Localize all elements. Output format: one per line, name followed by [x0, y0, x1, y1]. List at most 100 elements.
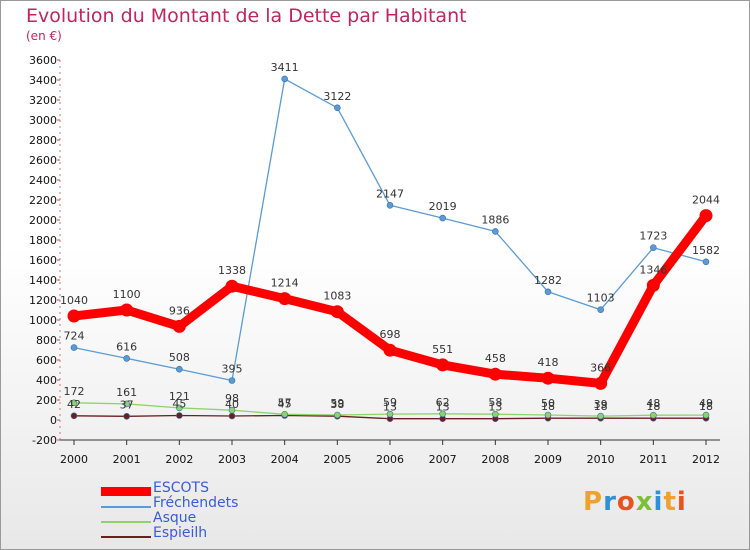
data-point	[597, 306, 604, 314]
chart-title: Evolution du Montant de la Dette par Hab…	[26, 5, 467, 27]
x-tick-label: 2007	[429, 453, 457, 466]
legend-swatch	[101, 521, 151, 523]
series-escots	[67, 209, 713, 390]
data-label: 50	[541, 397, 555, 410]
data-label: 2147	[376, 187, 404, 200]
data-label: 48	[646, 397, 660, 410]
data-point	[439, 214, 446, 222]
data-label: 13	[488, 401, 502, 414]
data-point	[597, 412, 604, 420]
data-label: 2044	[692, 194, 720, 207]
data-point	[544, 411, 552, 419]
data-label: 508	[169, 351, 190, 364]
x-tick-label: 2011	[639, 453, 667, 466]
y-tick-label: 600	[36, 354, 57, 367]
data-label: 1103	[587, 292, 615, 305]
data-point	[120, 303, 134, 317]
y-tick-label: 3400	[29, 74, 57, 87]
x-tick-label: 2012	[692, 453, 720, 466]
data-point	[650, 411, 657, 419]
data-label: 1100	[113, 288, 141, 301]
legend-label: Asque	[153, 510, 197, 526]
x-tick-label: 2000	[60, 453, 88, 466]
data-label: 40	[225, 398, 239, 411]
data-label: 3122	[323, 90, 351, 103]
y-tick-label: 200	[36, 394, 57, 407]
y-tick-label: -200	[32, 434, 57, 447]
data-label: 161	[116, 386, 137, 399]
data-point	[67, 309, 81, 323]
data-point	[544, 288, 552, 296]
x-tick-label: 2003	[218, 453, 246, 466]
logo-letter: o	[616, 487, 636, 517]
data-point	[228, 406, 236, 414]
data-point	[228, 412, 236, 420]
y-tick-label: 3600	[29, 54, 57, 67]
data-point	[702, 411, 710, 419]
data-label: 1346	[639, 263, 667, 276]
data-point	[176, 412, 183, 419]
data-point	[699, 209, 713, 223]
legend-swatch	[101, 506, 151, 508]
logo-letter: x	[635, 487, 654, 517]
data-label: 45	[172, 398, 186, 411]
y-tick-label: 1400	[29, 274, 57, 287]
data-point	[439, 410, 446, 418]
data-point	[70, 412, 78, 420]
x-tick-label: 2006	[376, 453, 404, 466]
data-label: 13	[383, 401, 397, 414]
x-tick-label: 2010	[587, 453, 615, 466]
data-label: 121	[169, 390, 190, 403]
logo-letter: t	[663, 487, 677, 517]
data-point	[278, 292, 292, 306]
data-label: 45	[278, 398, 292, 411]
y-tick-label: 2800	[29, 134, 57, 147]
data-point	[228, 377, 236, 384]
data-point	[386, 202, 394, 209]
data-point	[123, 400, 130, 408]
data-point	[488, 367, 502, 381]
data-label: 42	[67, 398, 81, 411]
data-label: 58	[488, 396, 502, 409]
series-frechendets	[70, 75, 710, 384]
data-label: 418	[538, 356, 559, 369]
data-label: 551	[432, 343, 453, 356]
data-point	[436, 358, 450, 372]
y-tick-label: 800	[36, 334, 57, 347]
data-label: 724	[64, 330, 85, 343]
data-label: 1723	[639, 230, 667, 243]
data-label: 18	[594, 400, 608, 413]
data-point	[594, 376, 608, 390]
data-label: 1282	[534, 274, 562, 287]
data-point	[281, 75, 288, 83]
data-label: 1582	[692, 244, 720, 257]
data-point	[70, 344, 78, 351]
data-point	[492, 228, 499, 235]
data-label: 59	[383, 396, 397, 409]
proxiti-logo: Proxiti	[583, 487, 687, 517]
legend-label: Espieilh	[153, 525, 208, 541]
data-label: 18	[699, 400, 713, 413]
data-label: 37	[120, 398, 134, 411]
legend-label: ESCOTS	[153, 480, 209, 496]
logo-letter: P	[583, 487, 604, 517]
data-label: 13	[436, 401, 450, 414]
data-point	[330, 305, 344, 319]
y-tick-label: 0	[50, 414, 57, 427]
x-tick-label: 2008	[481, 453, 509, 466]
legend-swatch	[101, 487, 151, 496]
data-label: 936	[169, 304, 190, 317]
chart-unit: (en €)	[26, 29, 62, 43]
y-tick-label: 2400	[29, 174, 57, 187]
data-point	[492, 410, 499, 418]
data-label: 38	[330, 398, 344, 411]
series-asque	[70, 399, 710, 420]
legend-label: Fréchendets	[153, 495, 239, 511]
y-tick-label: 1600	[29, 254, 57, 267]
data-label: 698	[380, 328, 401, 341]
data-label: 59	[330, 397, 344, 410]
data-point	[70, 399, 78, 407]
data-label: 57	[278, 396, 292, 409]
y-tick-label: 1000	[29, 314, 57, 327]
